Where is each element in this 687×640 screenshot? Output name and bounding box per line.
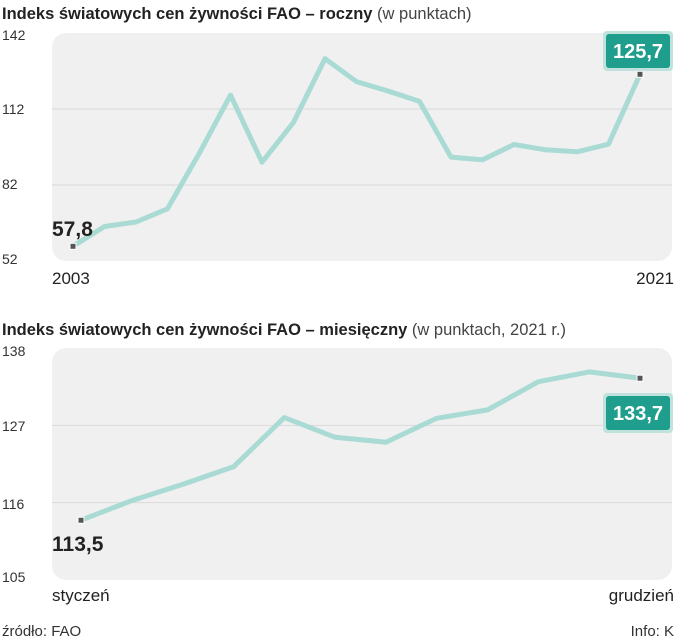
y-tick-label: 138 [2, 343, 26, 359]
x-axis-end-label: grudzień [609, 586, 674, 605]
annual-chart: Indeks światowych cen żywności FAO – roc… [2, 5, 674, 288]
plot-background [52, 33, 672, 261]
x-axis-start-label: styczeń [52, 586, 110, 605]
chart-subtitle: (w punktach, 2021 r.) [412, 321, 566, 339]
credit-label: Info: K [631, 623, 674, 640]
plot-background [52, 348, 672, 580]
source-label: źródło: FAO [2, 623, 81, 640]
series-line [70, 56, 643, 249]
data-point [636, 70, 644, 78]
end-value-label: 133,7 [613, 403, 663, 425]
y-tick-label: 52 [2, 251, 18, 267]
start-value-label: 57,8 [52, 218, 93, 241]
chart-title-main: Indeks światowych cen żywności FAO – mie… [2, 321, 412, 339]
x-axis-end-label: 2021 [636, 269, 674, 288]
data-point [69, 242, 77, 250]
y-tick-label: 116 [2, 496, 25, 512]
series-line [78, 369, 643, 523]
chart-title-main: Indeks światowych cen żywności FAO – roc… [2, 5, 377, 23]
chart-subtitle: (w punktach) [377, 5, 471, 23]
x-axis-start-label: 2003 [52, 269, 90, 288]
monthly-chart: Indeks światowych cen żywności FAO – mie… [2, 321, 674, 605]
end-value-badge [606, 34, 670, 68]
end-value-label: 125,7 [613, 41, 663, 63]
data-point [636, 374, 644, 382]
y-tick-label: 105 [2, 569, 26, 585]
end-value-badge [606, 396, 670, 430]
chart-title: Indeks światowych cen żywności FAO – roc… [2, 5, 472, 23]
y-tick-label: 127 [2, 418, 26, 434]
y-tick-label: 82 [2, 176, 18, 192]
data-point [77, 516, 85, 524]
chart-title: Indeks światowych cen żywności FAO – mie… [2, 321, 566, 339]
y-tick-label: 112 [2, 101, 25, 117]
y-tick-label: 142 [2, 27, 26, 43]
start-value-label: 113,5 [52, 533, 104, 556]
